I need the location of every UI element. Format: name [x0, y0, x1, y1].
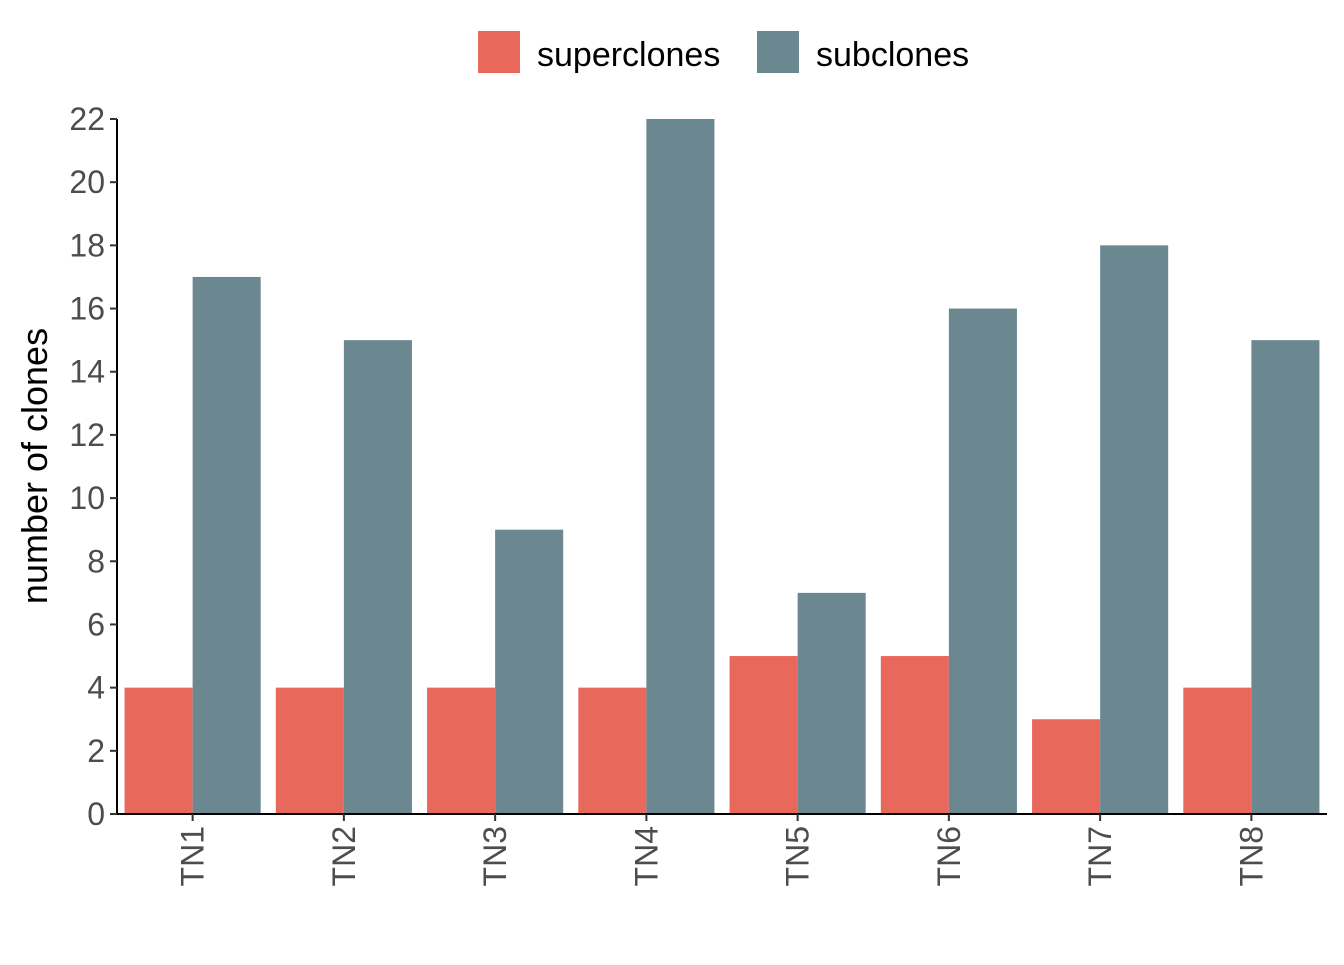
- y-tick-label: 20: [69, 164, 105, 200]
- bar-superclones-tn2: [275, 687, 344, 814]
- bar-subclones-tn6: [948, 308, 1017, 814]
- bar-subclones-tn4: [646, 119, 715, 814]
- y-tick-label: 12: [69, 417, 105, 453]
- y-tick-label: 6: [87, 606, 105, 642]
- legend-label-superclones: superclones: [537, 36, 720, 74]
- x-tick-label-tn3: TN3: [477, 826, 513, 886]
- bar-superclones-tn5: [729, 656, 798, 814]
- bar-superclones-tn6: [880, 656, 949, 814]
- y-tick-label: 14: [69, 354, 105, 390]
- y-tick-label: 10: [69, 480, 105, 516]
- bar-subclones-tn5: [797, 592, 866, 814]
- y-tick-label: 4: [87, 670, 105, 706]
- x-tick-label-tn2: TN2: [326, 826, 362, 886]
- x-tick-label-tn7: TN7: [1082, 826, 1118, 886]
- x-tick-label-tn4: TN4: [628, 826, 664, 886]
- y-ticks: 0 2 4 6 8 10 12 14 16 18 20 22: [69, 101, 117, 832]
- legend-swatch-superclones: [478, 31, 520, 73]
- axes: [116, 119, 1327, 815]
- x-tick-label-tn8: TN8: [1233, 826, 1269, 886]
- bar-superclones-tn1: [124, 687, 193, 814]
- bars: [124, 119, 1320, 815]
- bar-subclones-tn8: [1251, 340, 1320, 814]
- bar-superclones-tn7: [1032, 719, 1101, 814]
- y-tick-label: 8: [87, 543, 105, 579]
- y-tick-label: 18: [69, 227, 105, 263]
- x-tick-label-tn1: TN1: [175, 826, 211, 886]
- bar-subclones-tn7: [1100, 245, 1169, 815]
- bar-subclones-tn1: [192, 276, 261, 814]
- bar-superclones-tn3: [427, 687, 496, 814]
- legend: superclones subclones: [478, 31, 969, 74]
- legend-swatch-subclones: [757, 31, 799, 73]
- y-axis-title: number of clones: [14, 328, 55, 604]
- bar-subclones-tn3: [495, 529, 564, 814]
- y-tick-label: 22: [69, 101, 105, 137]
- x-tick-label-tn6: TN6: [931, 826, 967, 886]
- bar-superclones-tn4: [578, 687, 647, 814]
- y-tick-label: 2: [87, 733, 105, 769]
- bar-subclones-tn2: [343, 340, 412, 814]
- y-tick-label: 0: [87, 796, 105, 832]
- legend-label-subclones: subclones: [816, 36, 969, 74]
- x-ticks: TN1 TN2 TN3 TN4 TN5 TN6 TN7 TN8: [175, 814, 1269, 886]
- y-tick-label: 16: [69, 291, 105, 327]
- bar-superclones-tn8: [1183, 687, 1252, 814]
- x-tick-label-tn5: TN5: [780, 826, 816, 886]
